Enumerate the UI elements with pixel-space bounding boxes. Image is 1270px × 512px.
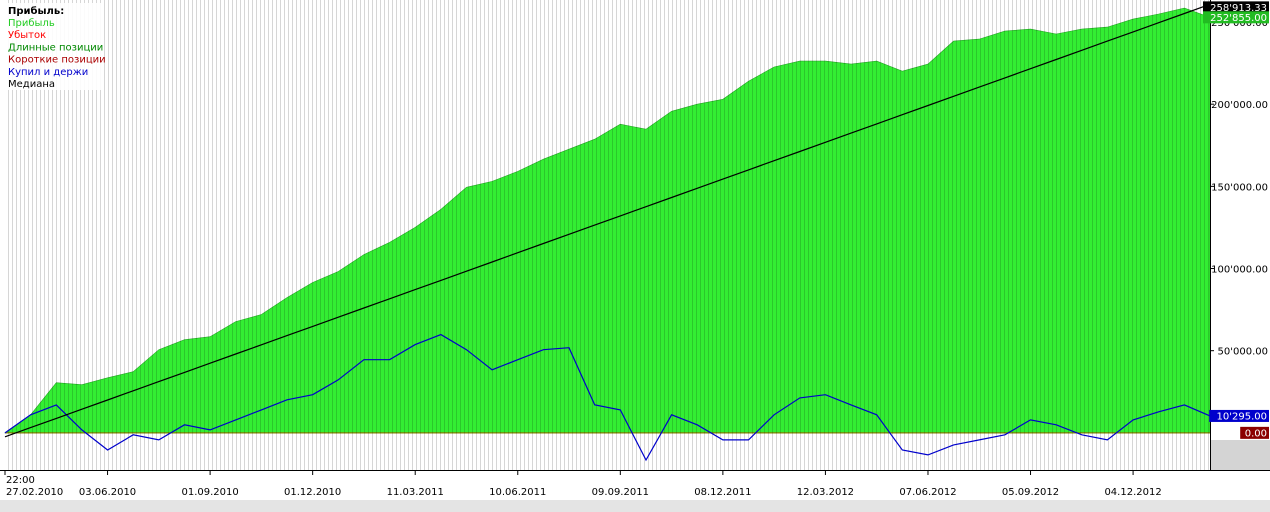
value-tag-label: 258'913.33 [1210,3,1267,14]
x-tick-label: 12.03.2012 [797,487,854,498]
legend-item: Купил и держи [8,67,88,78]
scrollbar [0,500,1270,512]
value-tag [1209,409,1269,422]
bar-grid [5,0,1210,470]
legend-item: Прибыль [8,18,55,29]
y-tick-label: 200'000.00 [1211,100,1268,111]
legend-item: Короткие позиции [8,55,106,66]
x-tick-label: 10.06.2011 [489,487,546,498]
x-tick-label: 08.12.2011 [694,487,751,498]
y-tick-label: 50'000.00 [1218,347,1268,358]
y-tick-label: 250'000.00 [1211,18,1268,29]
x-tick-label: 27.02.2010 [6,487,63,498]
value-tag-label: 10'295.00 [1217,411,1267,422]
legend-box [4,3,104,90]
overlay [4,3,1211,462]
value-tag [1203,1,1269,14]
series-line [4,3,1211,438]
value-tag [1240,426,1269,439]
axis-corner [1210,440,1270,470]
x-tick-label: 01.12.2010 [284,487,341,498]
value-tag-label: 0.00 [1245,428,1267,439]
legend-item: Длинные позиции [8,42,103,53]
x-time-label: 22:00 [6,475,35,486]
x-tick-label: 07.06.2012 [899,487,956,498]
legend-item: Убыток [8,30,46,41]
x-tick-label: 05.09.2012 [1002,487,1059,498]
legend-title: Прибыль: [8,5,64,17]
value-tag-label: 252'855.00 [1210,13,1267,24]
legend-item: Медиана [8,79,55,90]
series-line [4,333,1211,462]
y-tick-label: 100'000.00 [1211,265,1268,276]
x-tick-label: 01.09.2010 [181,487,238,498]
x-tick-label: 04.12.2012 [1104,487,1161,498]
x-tick-label: 11.03.2011 [387,487,444,498]
value-tag [1203,11,1269,24]
y-tick-label: 150'000.00 [1211,182,1268,193]
x-tick-label: 09.09.2011 [592,487,649,498]
x-tick-label: 03.06.2010 [79,487,136,498]
